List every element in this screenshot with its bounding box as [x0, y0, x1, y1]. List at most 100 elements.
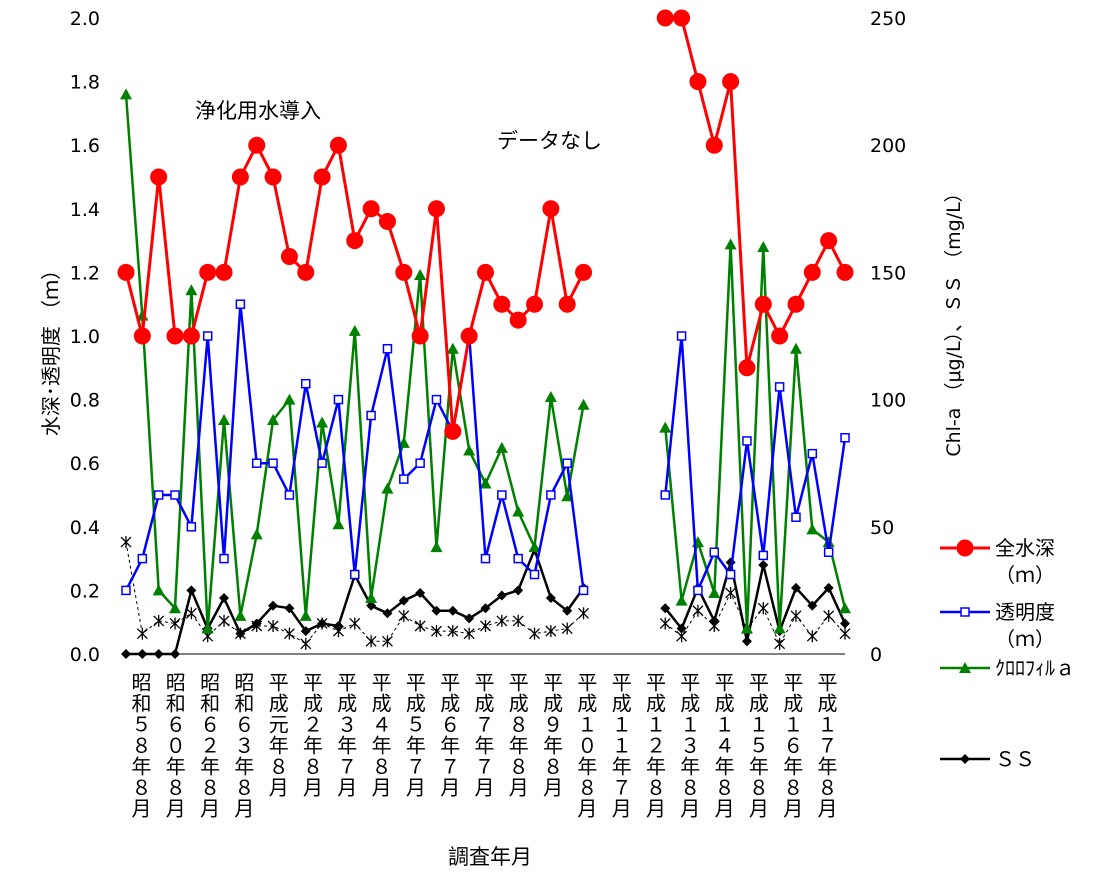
- data-point: [447, 625, 459, 638]
- data-point: [806, 630, 818, 643]
- y-left-tick-label: 0.8: [70, 390, 100, 412]
- data-point: [545, 593, 556, 604]
- data-point: [153, 614, 165, 627]
- data-point: [150, 168, 168, 186]
- data-point: [791, 512, 801, 523]
- data-point: [431, 625, 442, 638]
- data-point: [170, 649, 181, 659]
- data-point: [460, 327, 478, 345]
- data-point: [773, 622, 786, 634]
- data-point: [496, 590, 507, 601]
- data-point: [283, 393, 296, 405]
- data-point: [496, 614, 508, 627]
- data-point: [300, 637, 312, 650]
- data-point: [152, 584, 165, 596]
- data-point: [659, 421, 672, 433]
- data-point: [822, 536, 835, 548]
- x-category-label: 平成８年８月: [505, 672, 529, 798]
- y-right-tick-label: 250: [870, 8, 906, 30]
- data-point: [399, 474, 409, 484]
- data-point: [395, 263, 413, 281]
- x-category-label: 平成１２年８月: [643, 672, 667, 819]
- data-point: [218, 614, 230, 627]
- data-point: [414, 620, 426, 633]
- data-point: [136, 627, 148, 640]
- data-point: [787, 295, 805, 313]
- data-point: [757, 602, 769, 615]
- left-axis: 0.0 0.2 0.4 0.6 0.8 1.0 1.2 1.4 1.6 1.8 2.0: [70, 8, 100, 666]
- x-category-label: 昭和６０年８月: [162, 672, 186, 819]
- data-point: [561, 622, 573, 635]
- x-category-label: 昭和６２年８月: [197, 672, 221, 819]
- x-axis-label: 調査年月: [448, 845, 532, 869]
- data-point: [561, 490, 574, 502]
- data-point: [840, 433, 850, 443]
- y-left-tick-label: 0.6: [70, 453, 100, 475]
- data-point: [333, 394, 344, 405]
- data-point: [280, 248, 298, 265]
- data-point: [186, 585, 197, 596]
- data-point: [526, 295, 544, 313]
- data-point: [544, 391, 557, 403]
- data-point: [513, 585, 524, 596]
- data-point: [430, 541, 443, 553]
- data-point: [689, 73, 707, 91]
- y-right-tick-label: 200: [870, 135, 906, 157]
- y-right-tick-label: 0: [870, 644, 882, 666]
- x-category-label: 平成７年７月: [471, 672, 495, 798]
- data-point: [960, 607, 970, 617]
- data-point: [840, 618, 850, 629]
- data-point: [169, 617, 181, 630]
- data-point: [480, 603, 491, 614]
- right-axis: 0 50 100 150 200 250: [870, 8, 906, 666]
- data-point: [512, 505, 525, 517]
- data-point: [575, 263, 593, 281]
- data-point: [495, 441, 508, 453]
- data-point: [542, 200, 560, 218]
- data-point: [267, 413, 280, 425]
- data-point: [348, 324, 361, 336]
- annotation-purification: 浄化用水導入: [195, 99, 321, 123]
- y-axis-left-label: 水深･透明度 （ｍ）: [39, 260, 63, 436]
- data-point: [660, 603, 671, 614]
- data-point: [313, 168, 331, 186]
- data-point: [529, 569, 540, 580]
- legend-unit: （ｍ）: [995, 563, 1055, 587]
- data-point: [836, 263, 854, 281]
- series-4: [120, 536, 851, 650]
- series-1: [121, 299, 850, 596]
- data-point: [823, 609, 835, 622]
- data-point: [676, 331, 687, 341]
- legend-entry: 全水深 （ｍ）: [940, 536, 1055, 587]
- data-point: [740, 622, 753, 634]
- data-point: [758, 550, 769, 561]
- data-point: [137, 649, 148, 659]
- data-point: [329, 136, 347, 154]
- data-point: [170, 490, 180, 500]
- legend-label: 透明度: [995, 600, 1055, 624]
- data-point: [479, 477, 492, 489]
- data-point: [562, 458, 572, 468]
- data-point: [823, 547, 834, 557]
- data-point: [463, 444, 476, 456]
- data-point: [757, 240, 770, 252]
- data-point: [268, 600, 279, 611]
- x-category-label: 平成５年７月: [402, 672, 426, 798]
- data-point: [382, 608, 393, 619]
- data-point: [231, 168, 249, 186]
- y-left-tick-label: 1.6: [70, 135, 100, 157]
- data-point: [725, 569, 736, 580]
- x-category-label: 平成３年７月: [334, 672, 358, 798]
- data-point: [153, 490, 164, 500]
- data-point: [771, 327, 789, 345]
- x-category-label: 昭和６３年８月: [231, 672, 255, 819]
- legend-label: ＳＳ: [995, 747, 1035, 771]
- plot-frame: [126, 653, 845, 655]
- data-point: [121, 649, 131, 659]
- data-point: [709, 547, 720, 557]
- data-point: [774, 382, 785, 392]
- data-point: [332, 518, 345, 530]
- data-point: [528, 541, 541, 553]
- data-point: [709, 615, 720, 626]
